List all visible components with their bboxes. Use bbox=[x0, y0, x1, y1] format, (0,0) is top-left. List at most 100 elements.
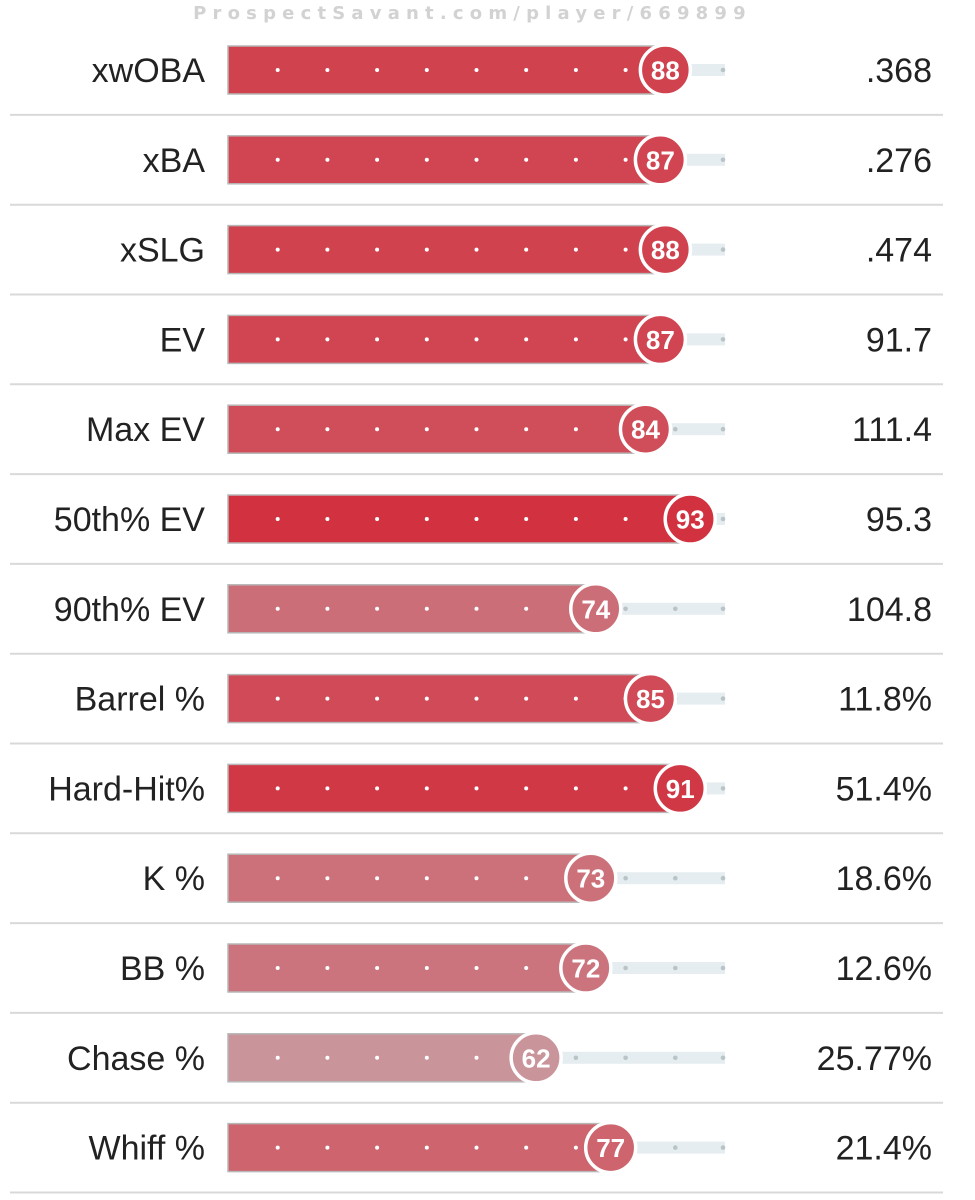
track-dot bbox=[720, 786, 726, 791]
metric-value: 11.8% bbox=[838, 681, 932, 719]
percentile-bar bbox=[227, 673, 652, 724]
bar-dot bbox=[623, 68, 628, 72]
track-dot bbox=[720, 1145, 726, 1150]
metric-row: Hard-Hit% 91 51.4% bbox=[10, 761, 943, 835]
bar-dot bbox=[474, 247, 479, 252]
metric-row: K % 73 18.6% bbox=[10, 851, 943, 925]
metric-label: K % bbox=[143, 860, 205, 898]
bar-dot bbox=[524, 696, 529, 701]
track-dot bbox=[720, 606, 726, 612]
bar-dot bbox=[325, 1055, 330, 1060]
percentile-bar bbox=[227, 853, 592, 903]
bar-dot bbox=[275, 157, 280, 162]
track-dot bbox=[720, 965, 726, 971]
bar-dot bbox=[275, 427, 280, 432]
bar-dot bbox=[573, 427, 578, 432]
percentile-marker bbox=[633, 133, 688, 187]
bar-dot bbox=[325, 68, 330, 72]
track-dot bbox=[720, 875, 726, 881]
bar-dot bbox=[424, 1055, 429, 1060]
metric-label: Whiff % bbox=[88, 1130, 205, 1168]
percentile-bar bbox=[227, 135, 662, 185]
percentile-marker bbox=[653, 761, 708, 816]
metric-label: Chase % bbox=[67, 1040, 205, 1078]
bar-dot bbox=[474, 427, 479, 432]
track-dot bbox=[673, 1055, 678, 1061]
track-dot bbox=[720, 337, 726, 342]
percentile-label: 77 bbox=[596, 1133, 625, 1163]
track-dot bbox=[720, 157, 726, 163]
metric-row: xSLG 88 .474 bbox=[10, 222, 943, 296]
track-dot bbox=[623, 875, 628, 881]
metric-value: 91.7 bbox=[866, 321, 932, 359]
bar-dot bbox=[375, 247, 380, 252]
bar-dot bbox=[275, 696, 280, 701]
metric-label: xSLG bbox=[120, 232, 205, 270]
track-dot bbox=[673, 426, 678, 432]
bar-dot bbox=[325, 786, 330, 791]
bar-dot bbox=[474, 68, 479, 72]
track-dot bbox=[673, 606, 678, 612]
metric-label: 90th% EV bbox=[54, 591, 206, 629]
bar-dot bbox=[375, 337, 380, 342]
bar-dot bbox=[524, 157, 529, 162]
metric-row: xwOBA 88 .368 bbox=[10, 43, 943, 116]
track-dot bbox=[720, 247, 726, 252]
bar-dot bbox=[474, 876, 479, 881]
bar-dot bbox=[524, 517, 529, 521]
percentile-marker bbox=[638, 222, 693, 277]
track-dot bbox=[720, 426, 726, 432]
bar-dot bbox=[325, 517, 330, 521]
percentile-label: 62 bbox=[522, 1043, 551, 1073]
bar-dot bbox=[325, 427, 330, 432]
percentile-marker bbox=[564, 851, 618, 905]
percentile-marker bbox=[569, 582, 623, 636]
bar-dot bbox=[325, 247, 330, 252]
bar-dot bbox=[573, 1145, 578, 1150]
bar-dot bbox=[524, 427, 529, 432]
track-dot bbox=[720, 516, 726, 522]
track-dot bbox=[673, 965, 678, 971]
bar-dot bbox=[573, 696, 578, 701]
bar-dot bbox=[623, 157, 628, 162]
metric-value: .474 bbox=[866, 232, 932, 270]
percentile-bar bbox=[227, 45, 667, 95]
bar-dot bbox=[524, 786, 529, 791]
metric-value: 25.77% bbox=[817, 1040, 932, 1078]
bar-dot bbox=[424, 696, 429, 701]
track-dot bbox=[673, 875, 678, 881]
bar-dot bbox=[623, 517, 628, 521]
bar-dot bbox=[573, 247, 578, 252]
bar-dot bbox=[275, 337, 280, 342]
bar-dot bbox=[325, 876, 330, 881]
bar-dot bbox=[623, 247, 628, 252]
bar-dot bbox=[573, 157, 578, 162]
percentile-label: 74 bbox=[581, 594, 610, 624]
metric-label: Hard-Hit% bbox=[48, 770, 205, 808]
bar-dot bbox=[375, 966, 380, 970]
bar-dot bbox=[325, 157, 330, 162]
percentile-bar bbox=[227, 763, 682, 814]
bar-dot bbox=[375, 68, 380, 72]
bar-dot bbox=[275, 966, 280, 970]
bar-dot bbox=[474, 786, 479, 791]
metric-value: 95.3 bbox=[866, 501, 932, 539]
track-dot bbox=[720, 1055, 726, 1061]
bar-dot bbox=[275, 1055, 280, 1060]
bar-dot bbox=[573, 68, 578, 72]
bar-dot bbox=[275, 606, 280, 611]
metric-row: Chase % 62 25.77% bbox=[10, 1031, 943, 1104]
percentile-marker bbox=[583, 1120, 638, 1175]
bar-dot bbox=[325, 606, 330, 611]
bar-dot bbox=[375, 786, 380, 791]
percentile-label: 87 bbox=[646, 325, 675, 355]
bar-dot bbox=[623, 786, 628, 791]
track-dot bbox=[673, 1145, 678, 1150]
bar-dot bbox=[623, 337, 628, 342]
metric-label: EV bbox=[160, 321, 206, 359]
bar-dot bbox=[524, 1145, 529, 1150]
bar-dot bbox=[375, 517, 380, 521]
bar-dot bbox=[375, 427, 380, 432]
